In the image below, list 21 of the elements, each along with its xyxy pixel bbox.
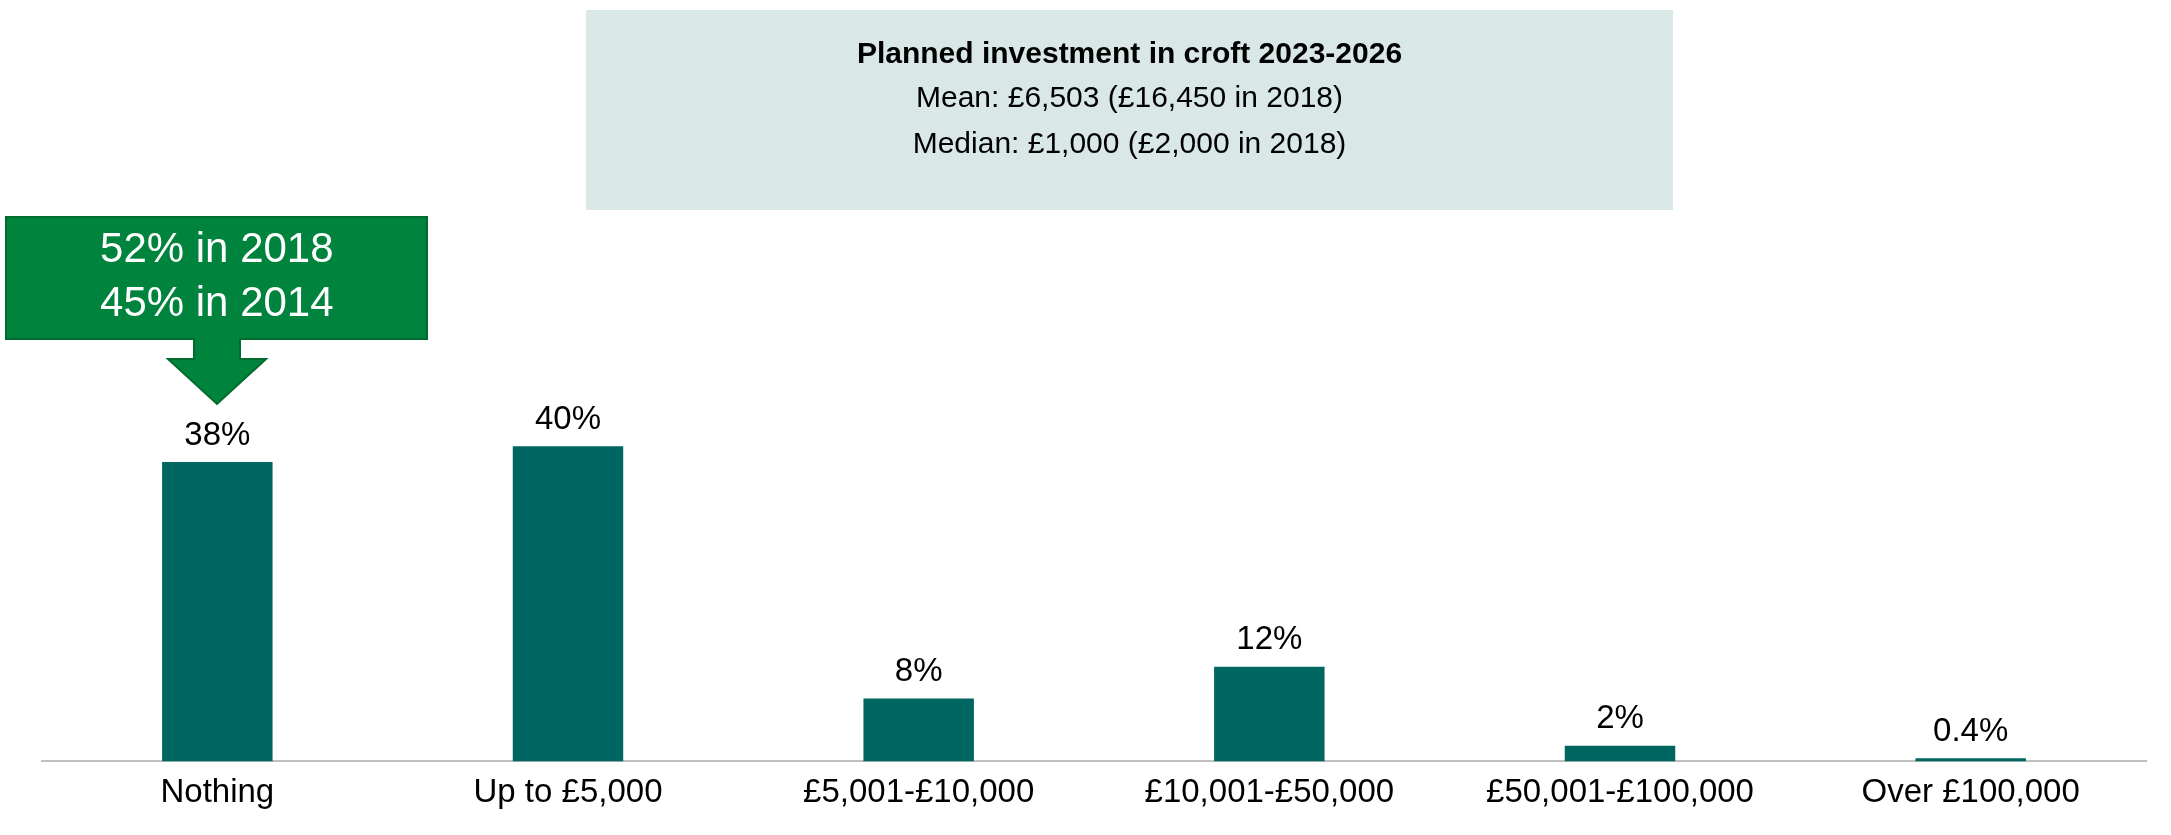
data-label: 0.4% <box>1933 710 2009 748</box>
bar <box>1214 666 1325 762</box>
x-tick-label: £10,001-£50,000 <box>1144 772 1395 810</box>
data-label: 38% <box>184 414 251 452</box>
text: 52% in 2018 45% in 2014 <box>99 223 335 328</box>
chart-title: Planned investment in croft 2023-2026 <box>855 35 1404 71</box>
bar <box>1564 745 1676 762</box>
data-label: 8% <box>894 650 943 688</box>
x-tick-label: £5,001-£10,000 <box>803 772 1035 810</box>
data-label: 2% <box>1596 698 1644 736</box>
x-tick-label: Over £100,000 <box>1861 772 2080 810</box>
bar <box>863 698 974 762</box>
x-tick-label: Up to £5,000 <box>473 772 663 810</box>
chart-subtitle: Mean: £6,503 (£16,450 in 2018) Median: £1,000 (£2,000 in 2018) <box>911 79 1348 161</box>
bar <box>162 462 273 762</box>
bar <box>512 446 624 762</box>
x-tick-label: £50,001-£100,000 <box>1486 772 1754 810</box>
data-label: 12% <box>1236 619 1303 657</box>
bar <box>1915 758 2026 762</box>
data-label: 40% <box>534 398 602 436</box>
x-tick-label: Nothing <box>160 772 275 810</box>
